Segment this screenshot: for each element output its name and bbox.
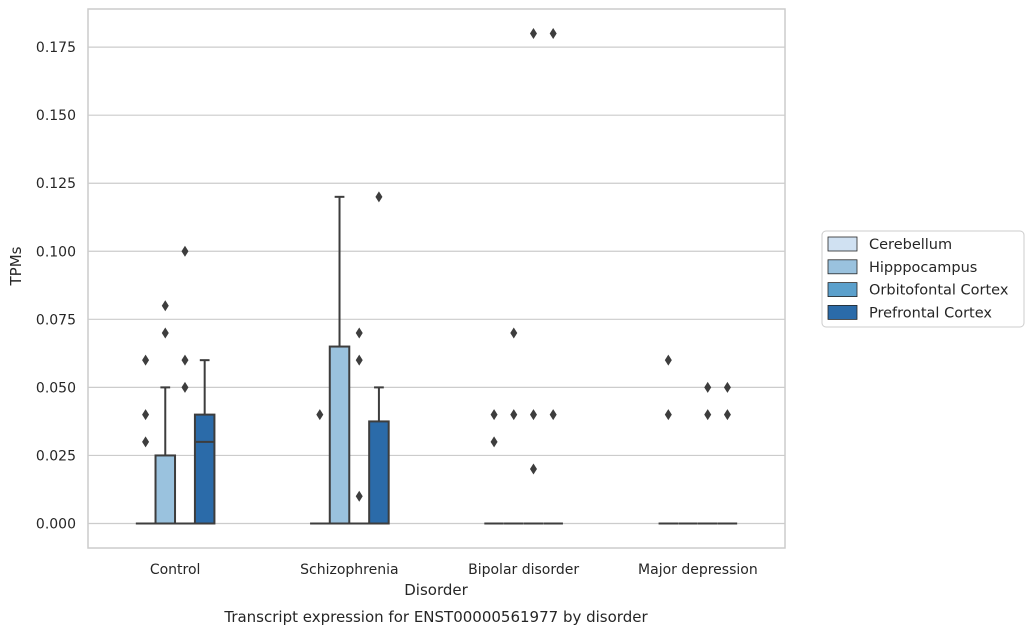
y-tick-label: 0.050 (36, 380, 76, 396)
outlier-point (375, 191, 383, 203)
y-tick-label: 0.175 (36, 40, 76, 56)
outlier-point (704, 409, 712, 421)
outlier-point (316, 409, 324, 421)
y-tick-label: 0.125 (36, 176, 76, 192)
outlier-point (181, 381, 189, 393)
outlier-point (529, 409, 537, 421)
y-axis-ticks: 0.000 0.025 0.050 0.075 0.100 0.125 0.150 0.175 (36, 40, 76, 532)
outlier-point (723, 409, 731, 421)
y-tick-label: 0.000 (36, 517, 76, 533)
outlier-point (161, 327, 169, 339)
box (193, 413, 216, 525)
series-group (154, 195, 698, 525)
legend-label: Prefrontal Cortex (869, 305, 992, 321)
x-axis-ticks: Control Schizophrenia Bipolar disorder Majo… (150, 562, 758, 578)
box (154, 454, 177, 525)
legend-swatch (827, 259, 858, 275)
outlier-point (529, 463, 537, 475)
outlier-point (723, 381, 731, 393)
outlier-point (510, 409, 518, 421)
outlier-point (529, 28, 537, 39)
outlier-point (355, 354, 363, 366)
x-tick-label: Bipolar disorder (468, 562, 579, 578)
outlier-point (142, 436, 150, 448)
outlier-point (355, 327, 363, 339)
outlier-point (142, 354, 150, 366)
plot-frame (87, 8, 786, 549)
legend-swatch (827, 304, 858, 320)
outlier-point (181, 354, 189, 366)
outlier-point (664, 354, 672, 366)
outlier-point (704, 381, 712, 393)
legend: Cerebellum Hipppocampus Orbitofontal Corte… (821, 230, 1025, 328)
y-tick-label: 0.075 (36, 312, 76, 328)
outlier-point (355, 490, 363, 502)
outlier-point (161, 300, 169, 312)
y-tick-label: 0.025 (36, 448, 76, 464)
gridlines (88, 46, 785, 525)
outlier-point (181, 245, 189, 257)
box-series (135, 28, 738, 525)
series-group (135, 354, 679, 525)
y-axis-title: TPMs (7, 246, 25, 286)
y-tick-label: 0.100 (36, 244, 76, 260)
box (368, 420, 390, 525)
outlier-point (510, 327, 518, 339)
x-axis-title: Disorder (404, 581, 468, 599)
box (328, 345, 351, 525)
legend-label: Orbitofontal Cortex (869, 283, 1009, 299)
series-group (193, 28, 738, 525)
legend-label: Cerebellum (869, 237, 952, 253)
outlier-point (664, 409, 672, 421)
x-tick-label: Major depression (638, 562, 758, 578)
outlier-point (549, 409, 557, 421)
legend-frame (821, 230, 1025, 328)
x-tick-label: Control (150, 562, 201, 578)
outlier-point (490, 409, 498, 421)
legend-label: Hipppocampus (869, 260, 977, 276)
outlier-point (142, 409, 150, 421)
legend-swatch (827, 236, 858, 252)
outlier-point (490, 436, 498, 448)
x-tick-label: Schizophrenia (300, 562, 398, 578)
series-group (175, 28, 718, 525)
legend-swatch (827, 282, 858, 298)
chart-caption: Transcript expression for ENST0000056197… (223, 608, 648, 626)
outlier-point (549, 28, 557, 39)
y-tick-label: 0.150 (36, 108, 76, 124)
